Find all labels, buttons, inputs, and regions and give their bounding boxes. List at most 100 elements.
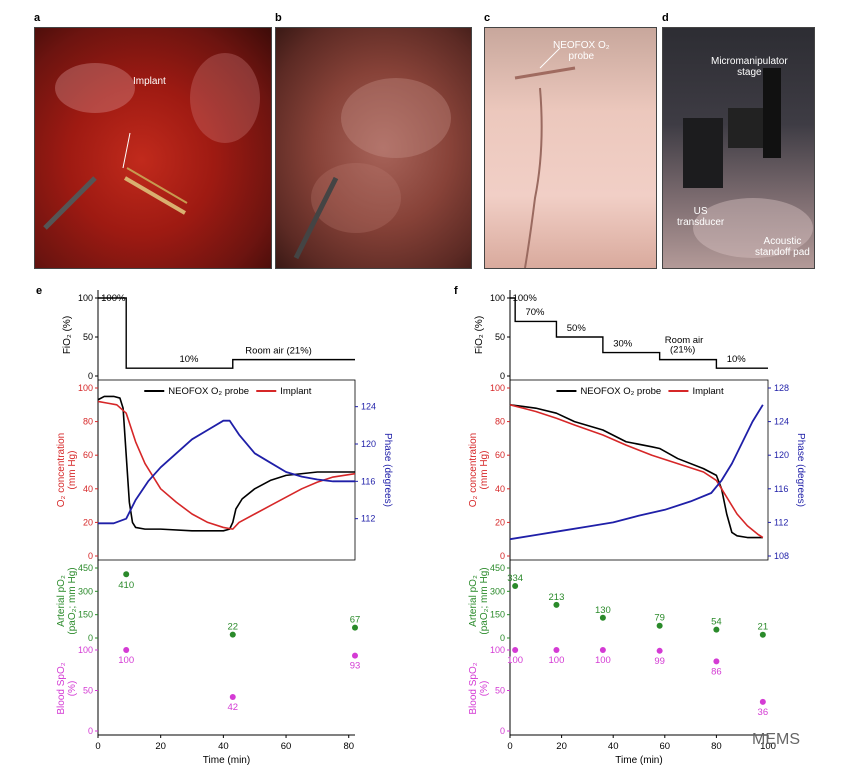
fio2-annotation: 100% [513,293,538,304]
phase-tick-label: 124 [774,417,789,427]
legend-implant-label: Implant [280,386,312,397]
o2-tick-label: 100 [78,383,93,393]
o2-tick-label: 40 [83,484,93,494]
fio2-tick-label: 50 [83,332,93,342]
o2-tick-label: 20 [83,517,93,527]
photo-ultrasound-setup: Micromanipulator stage US transducer Acous… [662,27,815,269]
fio2-annotation: 70% [525,307,545,318]
fio2-annotation: 30% [613,338,633,349]
o2-tick-label: 100 [490,383,505,393]
arterial-tick-label: 150 [78,610,93,620]
photo-sutured-skin: NEOFOX O₂ probe [484,27,657,269]
o2-axis-label: O₂ concentration(mm Hg) [468,433,490,507]
x-tick-label: 80 [343,741,354,752]
arterial-tick-label: 0 [88,633,93,643]
arterial-value-label: 410 [118,580,134,591]
o2-tick-label: 80 [83,417,93,427]
o2-plot-frame [509,379,769,561]
legend-implant-label: Implant [692,386,724,397]
panel-label-d: d [662,12,669,24]
panel-label-b: b [275,12,282,24]
phase-axis-label: Phase (degrees) [795,433,806,507]
arterial-value-label: 79 [654,613,665,624]
arterial-tick-label: 450 [78,563,93,573]
photo-closed-tissue [275,27,472,269]
fio2-tick-label: 0 [88,371,93,381]
x-tick-label: 40 [218,741,229,752]
phase-series-line [98,419,355,525]
fio2-step-line [98,297,355,369]
neofox-probe-annotation: NEOFOX O₂ probe [553,40,610,62]
phase-series-line [509,404,764,541]
implant-series-line [509,404,764,539]
arterial-point [512,583,519,590]
photo-a-details [43,53,260,230]
fio2-annotation: Room air (21%) [245,345,312,356]
fio2-annotation: 10% [727,354,747,365]
x-tick-label: 20 [155,741,166,752]
spo2-value-label: 99 [654,656,665,667]
spo2-tick-label: 50 [83,686,93,696]
arterial-point [229,631,236,638]
micromanipulator-annotation: Micromanipulator stage [711,56,788,78]
arterial-value-label: 54 [711,617,722,628]
fio2-tick-label: 50 [495,332,505,342]
phase-tick-label: 116 [774,484,788,494]
photo-d-details [683,68,813,258]
phase-tick-label: 124 [361,402,376,412]
fio2-tick-label: 100 [490,293,505,303]
arterial-tick-label: 150 [490,610,505,620]
o2-tick-label: 40 [495,484,505,494]
spo2-point [656,647,663,654]
arterial-tick-label: 300 [78,586,93,596]
probe-series-line [509,404,763,539]
panel-label: f [454,285,458,297]
fio2-axis-label: FiO₂ (%) [474,316,485,354]
o2-plot-frame [97,379,356,561]
arterial-tick-label: 450 [490,563,505,573]
spo2-axis-label: Blood SpO₂(%) [468,662,490,714]
o2-tick-label: 80 [495,417,505,427]
fio2-step-line [510,297,768,369]
spo2-tick-label: 50 [495,686,505,696]
arterial-value-label: 22 [227,622,238,633]
spo2-tick-label: 0 [88,726,93,736]
fio2-annotation: (21%) [670,345,695,356]
spo2-point [352,652,358,659]
spo2-value-label: 100 [507,655,523,666]
spo2-value-label: 93 [350,661,361,672]
photo-b-details [293,78,451,260]
arterial-value-label: 334 [507,573,523,584]
spo2-value-label: 100 [549,655,565,666]
spo2-point [759,698,766,705]
arterial-point [123,571,130,578]
phase-tick-label: 112 [361,514,375,524]
arterial-point [599,614,606,621]
x-tick-label: 60 [660,741,671,752]
x-axis-label: Time (min) [615,755,662,766]
spo2-point [553,647,560,653]
spo2-tick-label: 100 [78,645,93,655]
arterial-value-label: 21 [758,622,769,633]
spo2-value-label: 100 [118,655,134,666]
spo2-point [599,647,606,653]
arterial-point [352,624,358,631]
x-tick-label: 0 [95,741,100,752]
o2-tick-label: 60 [495,450,505,460]
fio2-tick-label: 100 [78,293,93,303]
arterial-tick-label: 0 [500,633,505,643]
panel-label: e [36,285,42,297]
legend-probe-label: NEOFOX O₂ probe [168,386,249,397]
arterial-point [553,601,560,608]
arterial-tick-label: 300 [490,586,505,596]
spo2-tick-label: 0 [500,726,505,736]
x-tick-label: 100 [760,741,776,752]
spo2-tick-label: 100 [490,645,505,655]
standoff-pad-annotation: Acoustic standoff pad [755,236,810,258]
us-transducer-annotation: US transducer [677,206,725,228]
x-tick-label: 60 [281,741,292,752]
fio2-axis-label: FiO₂ (%) [62,316,73,354]
spo2-point [512,647,519,653]
panel-label-a: a [34,12,41,24]
photo-c-details [514,47,576,268]
